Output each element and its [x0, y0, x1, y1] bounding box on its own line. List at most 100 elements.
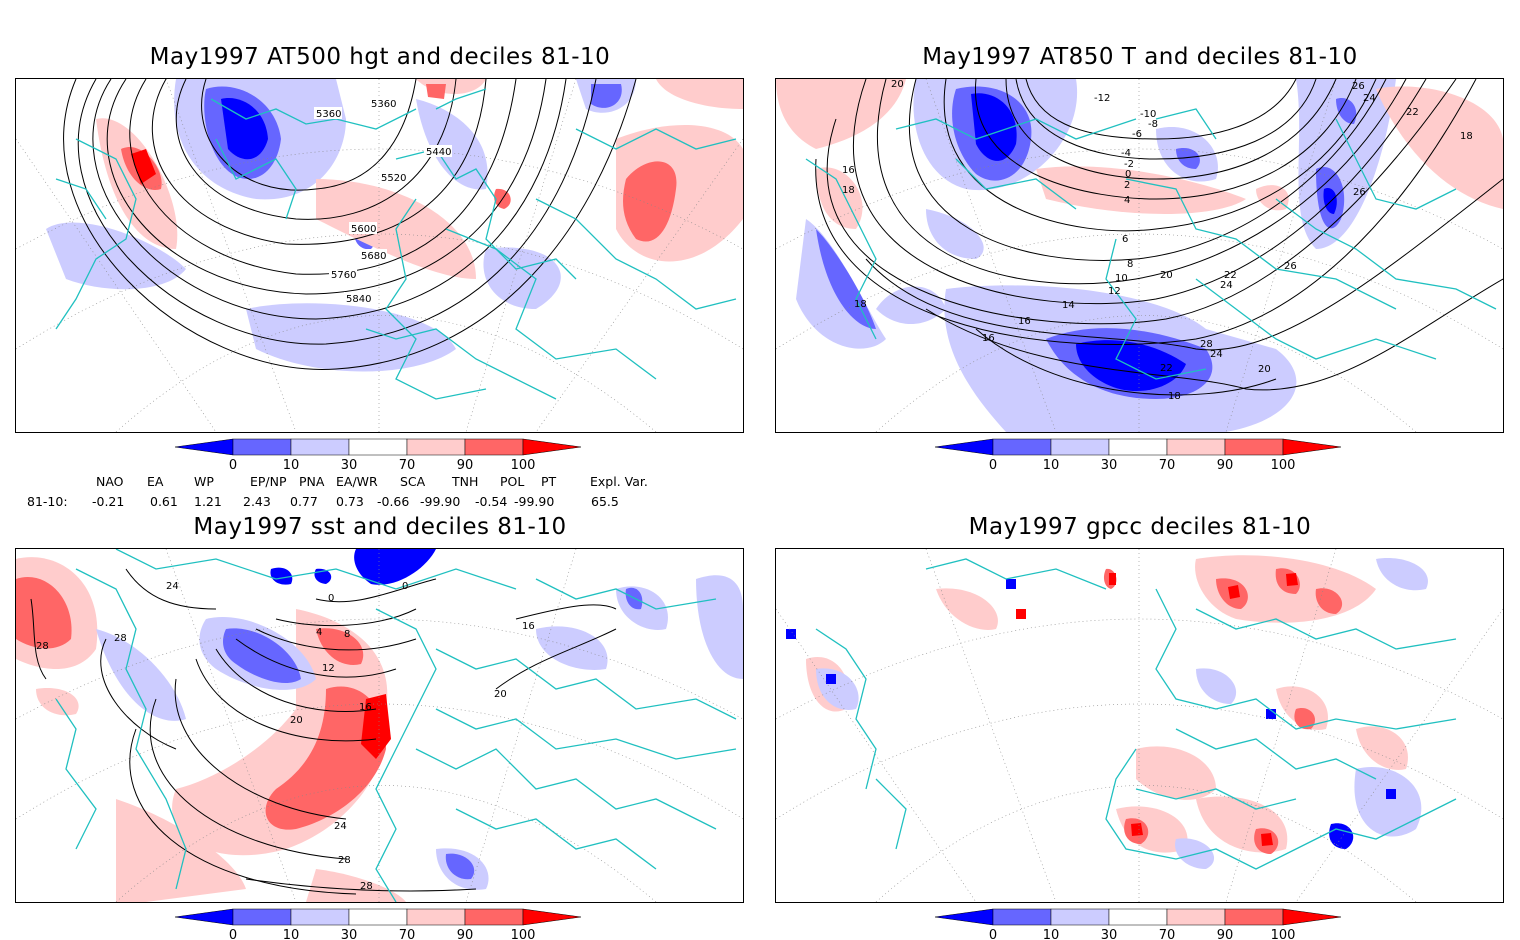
index-header: Expl. Var. [590, 474, 648, 489]
contour-label: -12 [1094, 93, 1110, 104]
contour-label: 6 [1122, 234, 1128, 245]
index-header: TNH [452, 474, 479, 489]
panel-title-t850: May1997 AT850 T and deciles 81-10 [922, 44, 1358, 70]
contour-label: 24 [1220, 280, 1233, 291]
contour-label: 12 [322, 663, 335, 674]
colorbar-tick-label: 0 [989, 928, 997, 940]
map-panel-t850: 20 -12 -10 -8 -6 -4 -2 0 2 4 6 8 10 12 1… [775, 78, 1504, 433]
contour-label: 4 [316, 627, 322, 638]
contour-label: 5360 [371, 99, 396, 110]
index-header: POL [500, 474, 525, 489]
panel-title-gpcc: May1997 gpcc deciles 81-10 [968, 514, 1312, 540]
index-value: -0.21 [92, 494, 125, 509]
panel-title-sst: May1997 sst and deciles 81-10 [193, 514, 567, 540]
colorbar-tick-label: 70 [399, 928, 416, 940]
contour-label: 8 [344, 629, 350, 640]
map-panel-gpcc [775, 548, 1504, 903]
colorbar-tick-label: 0 [229, 458, 237, 473]
colorbar-segment [232, 438, 292, 456]
contour-label: 18 [854, 299, 867, 310]
anomaly-mid-high-areas [16, 577, 386, 830]
colorbar-segment [406, 908, 466, 926]
colorbar-segment [1108, 908, 1168, 926]
contour-label: 20 [1160, 270, 1173, 281]
contour-label: 20 [1258, 364, 1271, 375]
colorbar-tick-label: 70 [1159, 928, 1176, 940]
colorbar-segment [1108, 438, 1168, 456]
colorbar-segment [348, 438, 408, 456]
coastlines [55, 88, 737, 400]
colorbar-segment [290, 438, 350, 456]
colorbar-segment [934, 908, 994, 926]
colorbar-segment [1050, 438, 1110, 456]
contour-label: 4 [1124, 195, 1130, 206]
contour-label: 5760 [331, 270, 356, 281]
colorbar-segment [1282, 438, 1342, 456]
colorbar-tick-label: 10 [283, 458, 300, 473]
colorbar-segment [992, 438, 1052, 456]
contour-label: 5680 [361, 251, 386, 262]
colorbar-segment [1224, 438, 1284, 456]
colorbar-tick-label: 100 [1271, 928, 1296, 940]
colorbar-tick-label: 100 [1271, 458, 1296, 473]
graticule [776, 549, 1503, 902]
contour-label: 20 [494, 689, 507, 700]
colorbar-tick-label: 90 [457, 458, 474, 473]
contour-label: 20 [891, 79, 904, 90]
contour-label: -6 [1132, 129, 1142, 140]
contour-label: 24 [334, 821, 347, 832]
contour-label: 28 [360, 881, 373, 892]
contour-label: 22 [1406, 107, 1419, 118]
colorbar-tick-label: 90 [1217, 928, 1234, 940]
index-value: 0.73 [336, 494, 364, 509]
contour-label: 16 [1018, 316, 1031, 327]
colorbar-tick-label: 10 [1043, 928, 1060, 940]
index-header: PNA [299, 474, 325, 489]
contour-label: 10 [1115, 273, 1128, 284]
colorbar-tick-label: 30 [1101, 458, 1118, 473]
index-value: 2.43 [243, 494, 271, 509]
index-header: EP/NP [250, 474, 287, 489]
contour-label: 14 [1062, 300, 1075, 311]
colorbar-tick-label: 0 [989, 458, 997, 473]
contour-label: 28 [114, 633, 127, 644]
colorbar-hgt: 0 10 30 70 90 100 [174, 437, 595, 473]
contour-label: 0 [328, 593, 334, 604]
contour-label: 24 [166, 581, 179, 592]
contour-label: 24 [1210, 349, 1223, 360]
contour-label: 18 [1460, 131, 1473, 142]
index-value: 0.61 [150, 494, 178, 509]
colorbar-segment [1224, 908, 1284, 926]
index-header: NAO [96, 474, 124, 489]
index-header: WP [194, 474, 214, 489]
colorbar-tick-label: 30 [1101, 928, 1118, 940]
colorbar-tick-label: 10 [283, 928, 300, 940]
indices-value-row: 81-10: -0.21 0.61 1.21 2.43 0.77 0.73 -0… [0, 494, 700, 514]
panel-title-hgt: May1997 AT500 hgt and deciles 81-10 [149, 44, 611, 70]
index-value: 0.77 [290, 494, 318, 509]
map-panel-sst: 24 28 28 0 0 4 8 12 16 20 20 16 24 28 28 [15, 548, 744, 903]
contour-label: 18 [842, 185, 855, 196]
anomaly-low-areas-strong [270, 549, 436, 585]
contour-label: -8 [1148, 119, 1158, 130]
contour-label: 20 [290, 715, 303, 726]
colorbar-tick-label: 70 [1159, 458, 1176, 473]
contour-label: 5840 [346, 294, 371, 305]
contour-label: 26 [1284, 261, 1297, 272]
colorbar-tick-label: 90 [1217, 458, 1234, 473]
anomaly-low-areas [816, 558, 1428, 869]
colorbar-segment [992, 908, 1052, 926]
colorbar-tick-label: 30 [341, 928, 358, 940]
index-header: EA/WR [336, 474, 378, 489]
index-header: EA [147, 474, 164, 489]
colorbar-segment [1050, 908, 1110, 926]
contour-label: 16 [982, 333, 995, 344]
contour-label: 8 [1127, 259, 1133, 270]
index-value: -0.54 [475, 494, 508, 509]
contour-label: 16 [359, 702, 372, 713]
colorbar-segment [1282, 908, 1342, 926]
colorbar-tick-label: 70 [399, 458, 416, 473]
colorbar-segment [348, 908, 408, 926]
colorbar-gpcc: 0 10 30 70 90 100 [934, 907, 1355, 940]
colorbar-segment [174, 438, 234, 456]
